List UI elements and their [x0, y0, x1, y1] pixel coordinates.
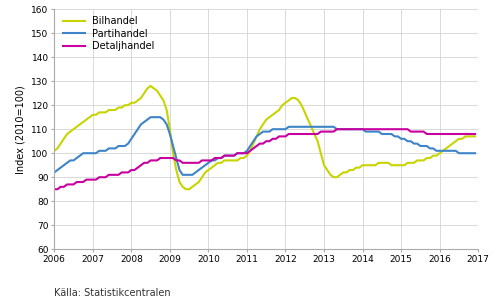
Bilhandel: [147, 84, 153, 88]
Detaljhandel: [87, 178, 93, 181]
Detaljhandel: [395, 127, 401, 131]
Partihandel: [398, 137, 404, 141]
Detaljhandel: [392, 127, 398, 131]
Bilhandel: [186, 187, 192, 191]
Bilhandel: [472, 135, 478, 138]
Line: Detaljhandel: Detaljhandel: [54, 129, 475, 189]
Bilhandel: [103, 111, 108, 114]
Detaljhandel: [51, 187, 57, 191]
Partihandel: [103, 149, 108, 153]
Line: Partihandel: Partihandel: [54, 117, 475, 175]
Line: Bilhandel: Bilhandel: [54, 86, 475, 189]
Detaljhandel: [180, 161, 186, 165]
Partihandel: [395, 135, 401, 138]
Bilhandel: [87, 116, 93, 119]
Y-axis label: Index (2010=100): Index (2010=100): [16, 85, 26, 174]
Partihandel: [51, 171, 57, 174]
Bilhandel: [398, 164, 404, 167]
Partihandel: [180, 173, 186, 177]
Partihandel: [87, 151, 93, 155]
Partihandel: [472, 151, 478, 155]
Text: Källa: Statistikcentralen: Källa: Statistikcentralen: [54, 288, 171, 298]
Detaljhandel: [103, 175, 108, 179]
Legend: Bilhandel, Partihandel, Detaljhandel: Bilhandel, Partihandel, Detaljhandel: [63, 16, 155, 51]
Bilhandel: [395, 164, 401, 167]
Bilhandel: [199, 175, 205, 179]
Bilhandel: [183, 187, 189, 191]
Detaljhandel: [193, 161, 199, 165]
Detaljhandel: [334, 127, 340, 131]
Partihandel: [199, 166, 205, 169]
Detaljhandel: [472, 132, 478, 136]
Bilhandel: [51, 149, 57, 153]
Partihandel: [147, 116, 153, 119]
Partihandel: [186, 173, 192, 177]
